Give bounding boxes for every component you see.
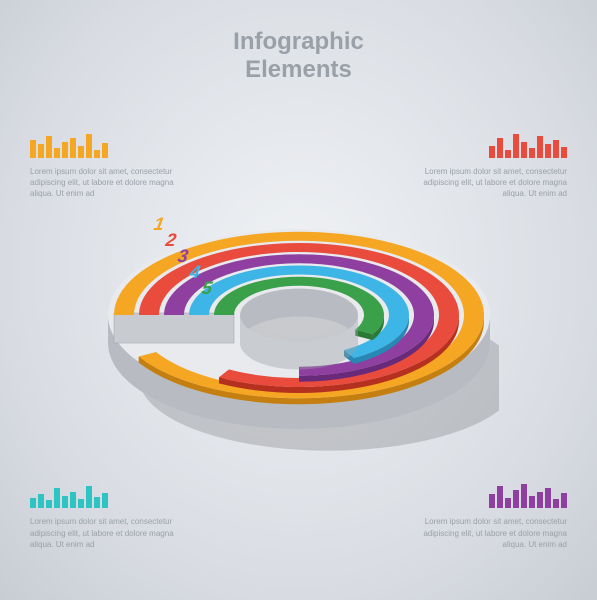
ring-chart-svg (99, 160, 499, 490)
mini-bar (505, 498, 511, 508)
title-line-2: Elements (233, 56, 364, 84)
mini-bar (497, 138, 503, 158)
mini-bar (553, 499, 559, 508)
mini-bar (46, 136, 52, 158)
mini-bar (561, 493, 567, 508)
mini-bar (529, 148, 535, 158)
mini-bar (62, 496, 68, 508)
mini-bar (38, 144, 44, 158)
mini-bar (102, 493, 108, 508)
mini-bar (38, 494, 44, 508)
mini-bar (86, 134, 92, 158)
ring-chart-3d: 12345 (99, 160, 499, 490)
mini-bar (489, 494, 495, 508)
corner-block-br: Lorem ipsum dolor sit amet, consectetur … (407, 480, 567, 550)
mini-bar (78, 146, 84, 158)
page-title: Infographic Elements (233, 28, 364, 83)
mini-bar (513, 134, 519, 158)
corner-block-bl: Lorem ipsum dolor sit amet, consectetur … (30, 480, 190, 550)
mini-bar-chart-tr (407, 130, 567, 158)
mini-bar (78, 499, 84, 508)
mini-bar (54, 488, 60, 508)
mini-bar (505, 150, 511, 158)
mini-bar (521, 142, 527, 158)
ring-number-labels: 12345 (154, 215, 212, 297)
mini-bar (70, 492, 76, 508)
mini-bar (30, 140, 36, 158)
mini-bar (529, 496, 535, 508)
mini-bar-chart-tl (30, 130, 190, 158)
mini-bar (545, 144, 551, 158)
mini-bar (561, 147, 567, 158)
mini-bar (537, 492, 543, 508)
mini-bar (545, 488, 551, 508)
mini-bar (553, 140, 559, 158)
mini-bar (102, 143, 108, 158)
mini-bar (46, 500, 52, 508)
corner-text-bl: Lorem ipsum dolor sit amet, consectetur … (30, 516, 190, 550)
title-line-1: Infographic (233, 28, 364, 56)
mini-bar (94, 497, 100, 508)
mini-bar (54, 148, 60, 158)
mini-bar (30, 498, 36, 508)
ring-label-5: 5 (200, 279, 213, 297)
corner-text-br: Lorem ipsum dolor sit amet, consectetur … (407, 516, 567, 550)
mini-bar (521, 484, 527, 508)
mini-bar (86, 486, 92, 508)
mini-bar (489, 146, 495, 158)
mini-bar (537, 136, 543, 158)
mini-bar (70, 138, 76, 158)
mini-bar (62, 142, 68, 158)
mini-bar (94, 150, 100, 158)
mini-bar (513, 490, 519, 508)
